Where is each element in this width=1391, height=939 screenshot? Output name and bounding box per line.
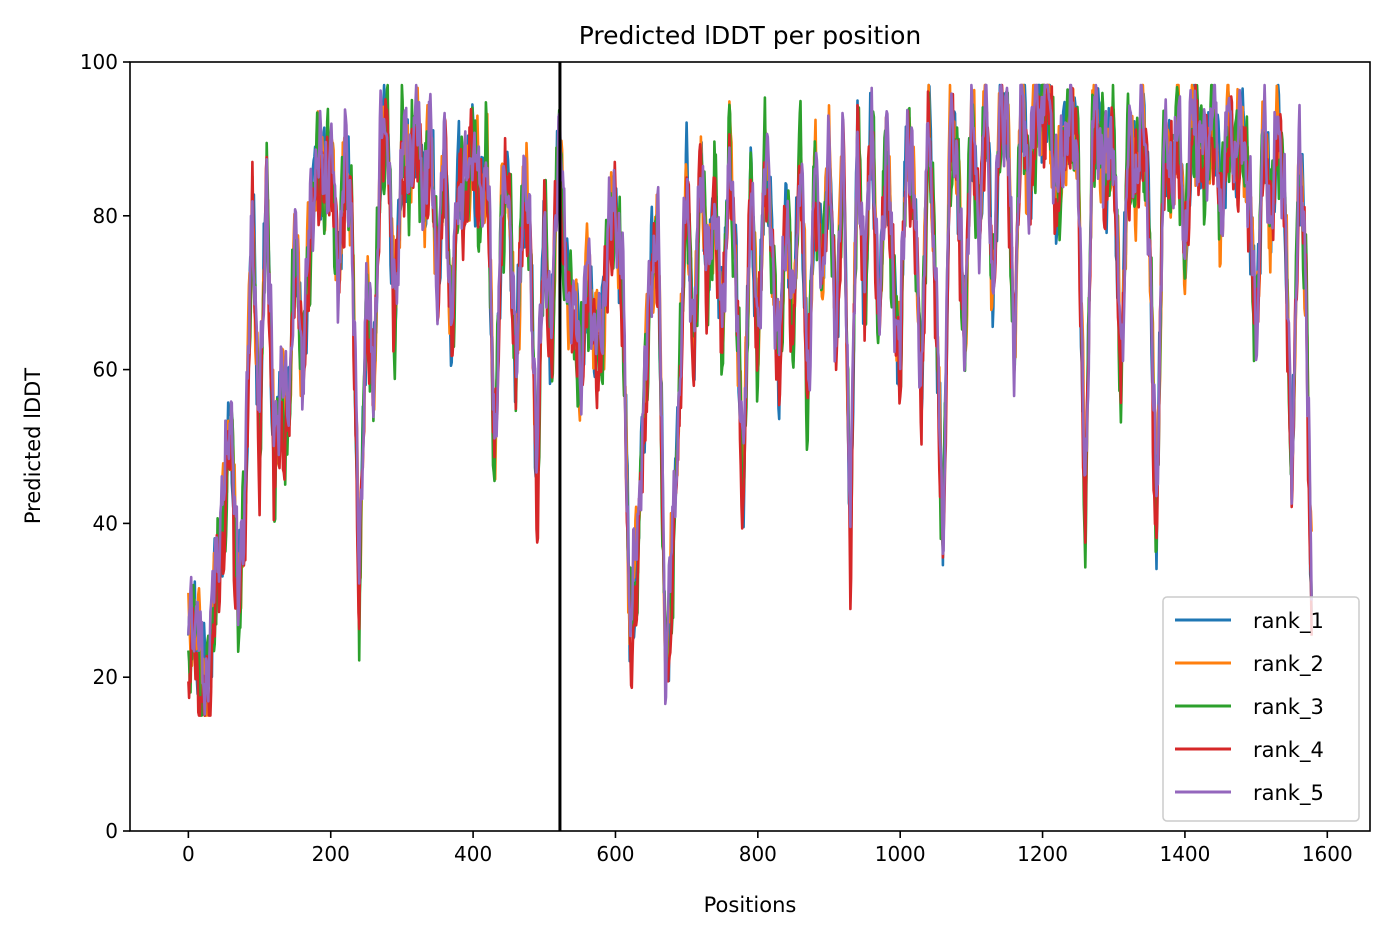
axes-frame: [129, 61, 1371, 832]
legend-label-rank-5: rank_5: [1253, 781, 1324, 806]
chart-title: Predicted lDDT per position: [579, 21, 921, 50]
x-tick-label: 1600: [1302, 842, 1353, 866]
x-tick-label: 400: [454, 842, 492, 866]
y-tick-label: 60: [93, 358, 118, 382]
y-tick-label: 80: [93, 204, 118, 228]
y-axis-title: Predicted lDDT: [21, 368, 45, 524]
legend-label-rank-2: rank_2: [1253, 652, 1324, 677]
series-line-rank-5: [187, 83, 1313, 716]
y-tick-label: 0: [105, 819, 118, 843]
x-tick-label: 1000: [875, 842, 926, 866]
y-tick-label: 40: [93, 511, 118, 535]
series-layer: [187, 83, 1313, 717]
y-tick-label: 20: [93, 665, 118, 689]
x-tick-label: 800: [739, 842, 777, 866]
x-tick-label: 1200: [1017, 842, 1068, 866]
x-tick-label: 200: [312, 842, 350, 866]
y-tick-label: 100: [80, 50, 118, 74]
x-axis-title: Positions: [704, 893, 797, 917]
legend: rank_1 rank_2 rank_3 rank_4 rank_5: [1162, 596, 1360, 822]
x-tick-label: 0: [182, 842, 195, 866]
legend-label-rank-3: rank_3: [1253, 695, 1324, 720]
legend-box: [1162, 596, 1360, 822]
y-axis-ticks: 0 20 40 60 80 100: [80, 50, 130, 843]
legend-label-rank-1: rank_1: [1253, 609, 1324, 634]
x-axis-ticks: 0 200 400 600 800 1000 1200 1400 1600: [182, 831, 1353, 866]
legend-label-rank-4: rank_4: [1253, 738, 1324, 763]
x-tick-label: 600: [596, 842, 634, 866]
x-tick-label: 1400: [1159, 842, 1210, 866]
